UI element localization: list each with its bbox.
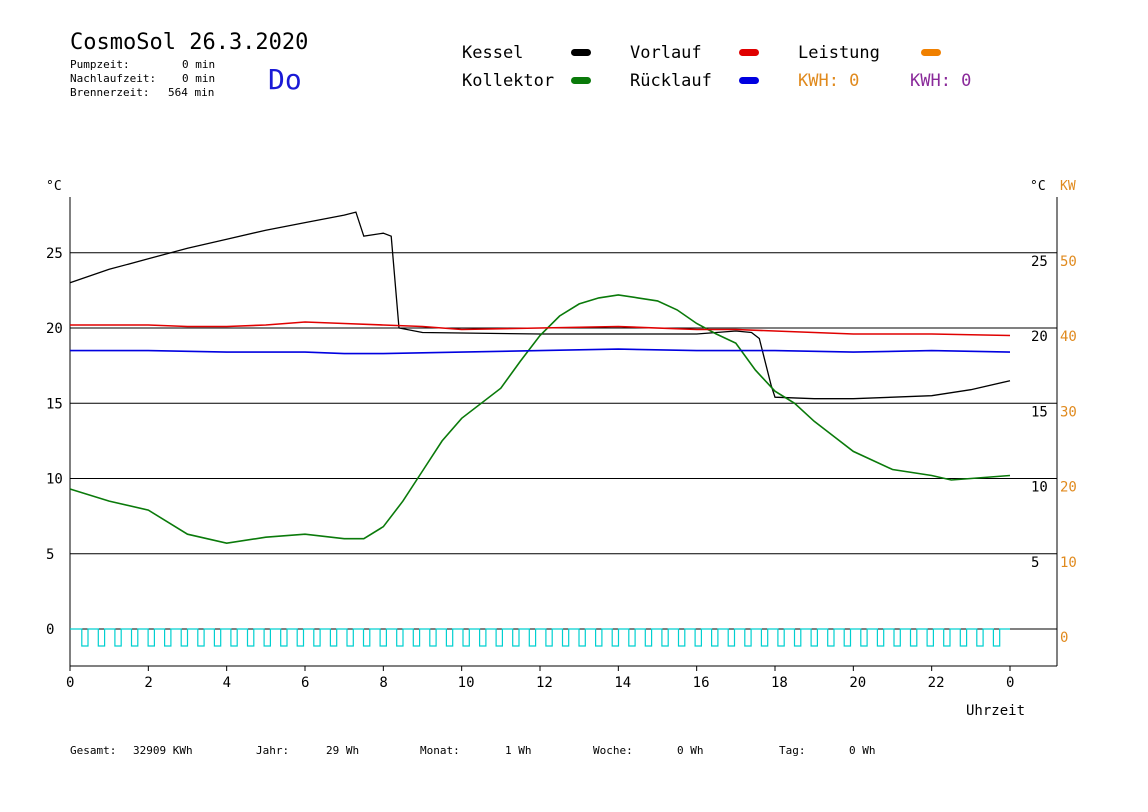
monat-label: Monat: xyxy=(420,744,460,757)
weekday-label: Do xyxy=(268,63,302,96)
x-tick-0: 0 xyxy=(66,675,74,691)
y-tick-right-25: 25 xyxy=(1031,254,1048,270)
tag-label: Tag: xyxy=(779,744,806,757)
legend-kessel-swatch xyxy=(571,49,591,56)
pump-signal xyxy=(70,628,1010,647)
y-tick-kw-50: 50 xyxy=(1060,254,1077,270)
brennerzeit-value: 564 min xyxy=(168,86,215,99)
y-axis-label-right: °C xyxy=(1030,179,1046,194)
y-tick-kw-40: 40 xyxy=(1060,329,1077,345)
x-tick-6: 12 xyxy=(536,675,553,691)
page-title: CosmoSol 26.3.2020 xyxy=(70,30,309,55)
y-tick-right-5: 5 xyxy=(1031,555,1039,571)
legend-leistung-swatch xyxy=(921,49,941,56)
x-tick-11: 22 xyxy=(928,675,945,691)
nachlaufzeit-value: 0 min xyxy=(182,72,216,85)
series-vorlauf xyxy=(70,321,1011,337)
woche-label: Woche: xyxy=(593,744,633,757)
y-tick-left-10: 10 xyxy=(46,472,63,488)
y-tick-left-25: 25 xyxy=(46,246,63,262)
series-ruecklauf xyxy=(70,348,1011,355)
gesamt-label: Gesamt: xyxy=(70,744,117,757)
x-axis-label: Uhrzeit xyxy=(966,703,1025,719)
gesamt-value: 32909 KWh xyxy=(133,744,193,757)
legend-kwh-purple: KWH: 0 xyxy=(910,71,972,91)
jahr-label: Jahr: xyxy=(256,744,290,757)
y-tick-kw-10: 10 xyxy=(1060,555,1077,571)
jahr-value: 29 Wh xyxy=(326,744,360,757)
x-tick-8: 16 xyxy=(693,675,710,691)
brennerzeit-label: Brennerzeit: xyxy=(70,86,150,99)
x-tick-7: 14 xyxy=(614,675,631,691)
legend-leistung-label: Leistung xyxy=(798,43,880,63)
x-tick-5: 10 xyxy=(458,675,475,691)
monat-value: 1 Wh xyxy=(505,744,532,757)
x-tick-9: 18 xyxy=(771,675,788,691)
x-tick-12: 0 xyxy=(1006,675,1014,691)
woche-value: 0 Wh xyxy=(677,744,704,757)
legend-kessel-label: Kessel xyxy=(462,43,524,63)
chart-axes xyxy=(69,197,1058,667)
y-tick-left-0: 0 xyxy=(46,622,54,638)
x-tick-1: 2 xyxy=(144,675,152,691)
x-tick-3: 6 xyxy=(301,675,309,691)
nachlaufzeit-label: Nachlaufzeit: xyxy=(70,72,157,85)
y-axis-label-kw: KW xyxy=(1060,179,1076,194)
x-tick-4: 8 xyxy=(379,675,387,691)
y-tick-kw-20: 20 xyxy=(1060,480,1077,496)
y-tick-left-15: 15 xyxy=(46,396,63,412)
y-tick-left-20: 20 xyxy=(46,321,63,337)
legend-kollektor-label: Kollektor xyxy=(462,71,555,91)
x-tick-10: 20 xyxy=(849,675,866,691)
y-axis-label-left: °C xyxy=(46,179,62,194)
y-tick-kw-0: 0 xyxy=(1060,630,1068,646)
legend-ruecklauf-label: Rücklauf xyxy=(630,71,712,91)
chart-series xyxy=(69,211,1011,545)
y-tick-left-5: 5 xyxy=(46,547,54,563)
y-tick-right-10: 10 xyxy=(1031,480,1048,496)
legend-ruecklauf-swatch xyxy=(739,77,759,84)
y-tick-right-15: 15 xyxy=(1031,404,1048,420)
legend-vorlauf-label: Vorlauf xyxy=(630,43,702,63)
legend-vorlauf-swatch xyxy=(739,49,759,56)
tag-value: 0 Wh xyxy=(849,744,876,757)
x-tick-2: 4 xyxy=(223,675,231,691)
pumpzeit-label: Pumpzeit: xyxy=(70,58,130,71)
pumpzeit-value: 0 min xyxy=(182,58,216,71)
y-tick-kw-30: 30 xyxy=(1060,404,1077,420)
chart-grid xyxy=(70,252,1057,630)
pump-signal-line xyxy=(70,628,1010,647)
series-kollektor xyxy=(69,294,1011,545)
legend-kollektor-swatch xyxy=(571,77,591,84)
chart-ticks: 0 5 10 15 20 25 5 10 15 20 25 0 10 20 30 40 50 0 2 4 6 8 10 12 1… xyxy=(46,246,1077,691)
series-kessel xyxy=(69,211,1011,400)
legend-kwh-orange: KWH: 0 xyxy=(798,71,860,91)
y-tick-right-20: 20 xyxy=(1031,329,1048,345)
